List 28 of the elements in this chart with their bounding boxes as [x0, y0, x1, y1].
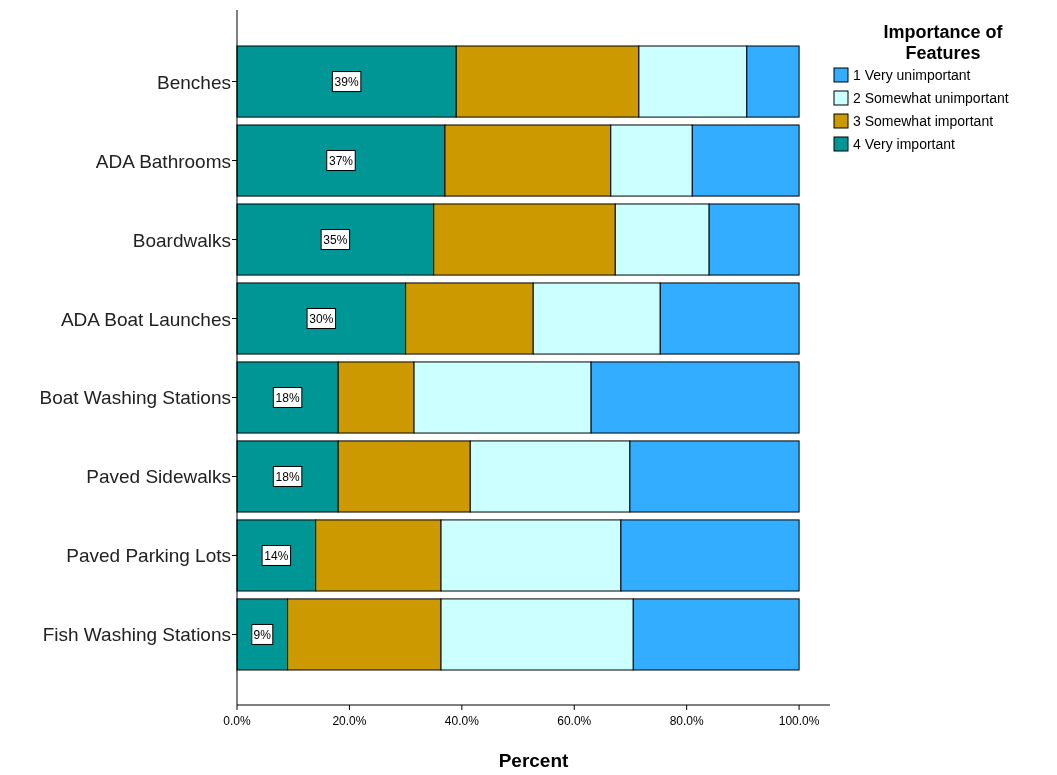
legend-label: 3 Somewhat important — [853, 113, 994, 129]
y-tick-label: Paved Sidewalks — [86, 466, 231, 488]
y-tick-label: Benches — [157, 71, 231, 93]
legend-label: 4 Very important — [853, 136, 956, 152]
y-tick-label: Boardwalks — [132, 229, 231, 251]
data-label: 30% — [309, 312, 334, 327]
data-label: 35% — [323, 233, 348, 248]
y-tick-label: Boat Washing Stations — [39, 387, 231, 409]
data-label: 18% — [275, 390, 300, 405]
legend-title: Importance of Features — [883, 22, 1004, 63]
x-axis-title: Percent — [498, 750, 570, 771]
legend-label: 2 Somewhat unimportant — [853, 90, 1009, 106]
x-tick-label: 100.0% — [778, 714, 820, 728]
x-tick-label: 0.0% — [223, 714, 251, 728]
data-label: 9% — [253, 627, 272, 642]
data-label: 39% — [334, 75, 359, 90]
legend-label: 1 Very unimportant — [853, 67, 971, 83]
x-tick-label: 40.0% — [444, 714, 480, 728]
y-tick-label: Paved Parking Lots — [66, 545, 231, 567]
y-tick-label: ADA Boat Launches — [60, 308, 231, 330]
y-tick-label: ADA Bathrooms — [95, 150, 231, 172]
data-label: 18% — [275, 469, 300, 484]
x-tick-label: 60.0% — [557, 714, 592, 728]
x-tick-label: 80.0% — [669, 714, 705, 728]
x-tick-label: 20.0% — [332, 714, 367, 728]
data-label: 14% — [264, 548, 289, 563]
data-label: 37% — [328, 154, 354, 169]
y-tick-label: Fish Washing Stations — [42, 624, 231, 646]
